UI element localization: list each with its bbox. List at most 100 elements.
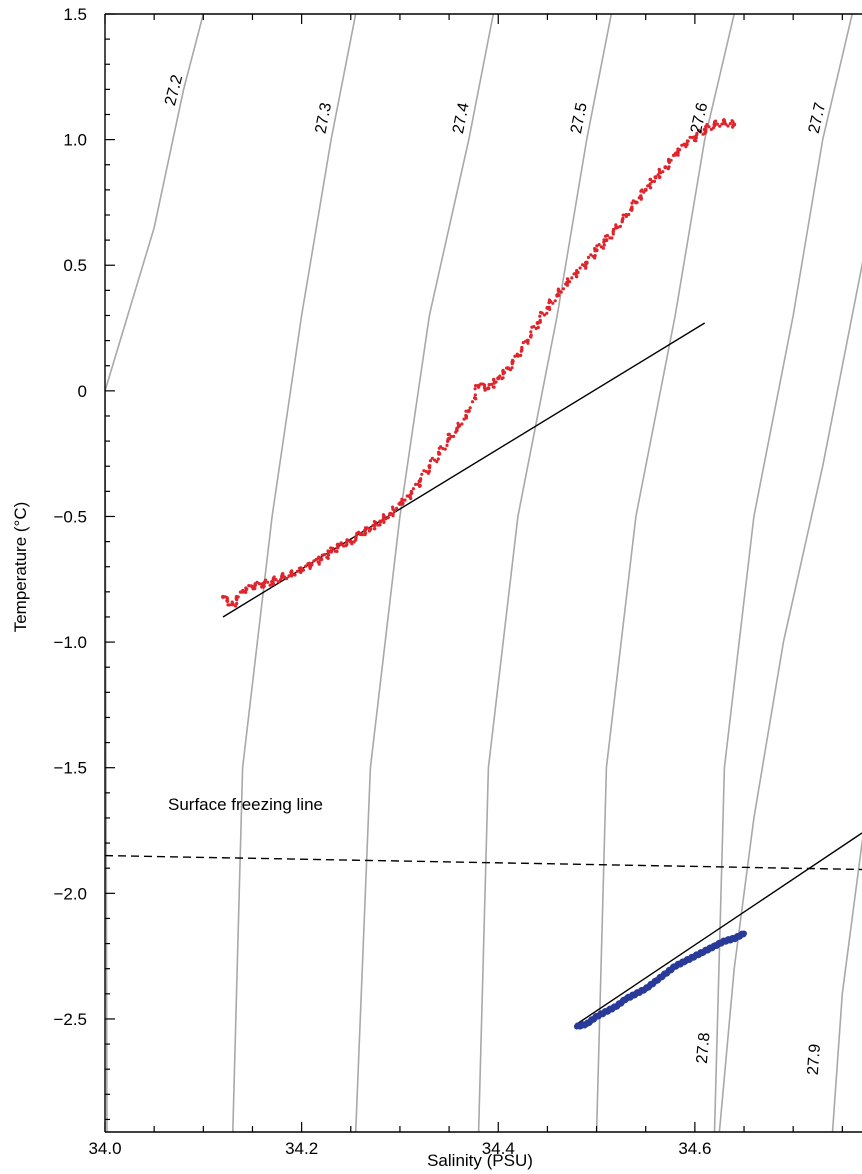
data-point	[285, 576, 289, 581]
data-point	[652, 179, 657, 183]
data-point	[236, 595, 240, 599]
cold-water-series	[573, 930, 747, 1030]
data-point	[714, 119, 718, 123]
data-point	[409, 496, 413, 501]
y-tick-label: −1.5	[53, 759, 87, 778]
data-point	[464, 414, 468, 418]
data-point	[565, 283, 570, 287]
data-point	[403, 498, 407, 502]
data-point	[372, 523, 376, 527]
data-point	[266, 580, 270, 584]
data-point	[682, 142, 686, 146]
data-point	[484, 387, 488, 391]
data-point	[350, 542, 354, 546]
data-point	[520, 345, 524, 350]
data-point	[542, 313, 547, 317]
freezing-line	[104, 854, 862, 871]
data-point	[667, 165, 671, 169]
data-point	[249, 584, 253, 588]
y-tick-label: 0	[78, 382, 87, 401]
data-point	[487, 383, 491, 387]
data-point	[657, 168, 662, 172]
data-point	[511, 359, 515, 363]
data-point	[502, 370, 507, 375]
data-point	[264, 578, 268, 582]
axes-layer: 34.0 34.2 34.4 34.6 1.5 1.0 0.5 0 −0.5 −1.0 −1.5 −2…	[53, 5, 862, 1158]
isopycnal-label: 27.8	[694, 1032, 714, 1065]
data-point	[378, 523, 382, 527]
data-point	[428, 464, 432, 468]
isopycnal-line	[718, 261, 862, 1132]
data-point	[629, 206, 634, 210]
data-point	[389, 511, 393, 515]
data-point	[557, 293, 561, 297]
data-point	[335, 549, 339, 554]
data-point	[449, 434, 453, 439]
data-point	[395, 506, 399, 510]
data-point	[428, 466, 432, 470]
data-point	[427, 469, 431, 473]
data-point	[304, 564, 308, 568]
data-point	[276, 580, 280, 584]
data-point	[501, 376, 505, 380]
fit-line-layer	[222, 322, 862, 1025]
data-point	[669, 158, 673, 162]
data-point	[418, 483, 422, 488]
data-point	[335, 543, 339, 547]
data-point	[676, 151, 680, 155]
data-point	[419, 477, 423, 481]
data-point	[627, 212, 631, 217]
data-point	[293, 573, 297, 577]
data-point	[435, 460, 439, 464]
data-point	[690, 135, 695, 140]
data-point	[470, 400, 475, 404]
data-point	[505, 366, 509, 370]
data-point	[620, 218, 624, 222]
data-point	[245, 587, 249, 591]
data-point	[695, 131, 699, 136]
isopycnal-labels: 27.2 27.3 27.4 27.5 27.6 27.7 27.8 27.9	[162, 73, 829, 1076]
data-point	[247, 584, 251, 588]
data-point	[593, 254, 597, 258]
data-point	[414, 482, 418, 486]
data-point	[428, 459, 433, 463]
data-point	[299, 566, 303, 570]
data-point	[529, 334, 533, 339]
data-point	[446, 439, 450, 443]
data-point	[492, 378, 496, 382]
y-tick-label: 1.5	[63, 5, 87, 24]
data-point	[532, 325, 536, 329]
y-axis-label: Temperature (°C)	[11, 502, 30, 633]
data-point	[635, 200, 639, 205]
data-point	[705, 123, 709, 127]
isopycnal-label: 27.4	[450, 101, 473, 135]
data-point	[420, 472, 424, 476]
data-point	[486, 386, 491, 391]
data-point	[483, 384, 487, 388]
data-point	[578, 266, 582, 270]
data-point	[519, 349, 523, 353]
data-point	[722, 118, 727, 122]
y-tick-label: 1.0	[63, 131, 87, 150]
data-point	[410, 491, 414, 495]
fit-line	[576, 832, 862, 1025]
data-point	[715, 122, 720, 126]
data-point	[713, 124, 717, 128]
data-point	[279, 578, 283, 582]
data-point	[570, 276, 574, 280]
data-point	[611, 230, 615, 234]
data-point	[648, 182, 652, 186]
data-point	[547, 305, 551, 309]
data-point	[255, 580, 259, 584]
data-point	[584, 265, 588, 269]
data-point	[565, 277, 570, 281]
data-point	[363, 533, 367, 537]
data-point	[301, 568, 305, 572]
x-tick-label: 34.2	[285, 1139, 318, 1158]
data-point	[314, 557, 318, 562]
data-point	[553, 299, 557, 303]
data-point	[519, 353, 523, 357]
data-point	[310, 563, 314, 567]
data-point	[624, 214, 629, 218]
data-point	[594, 248, 598, 253]
